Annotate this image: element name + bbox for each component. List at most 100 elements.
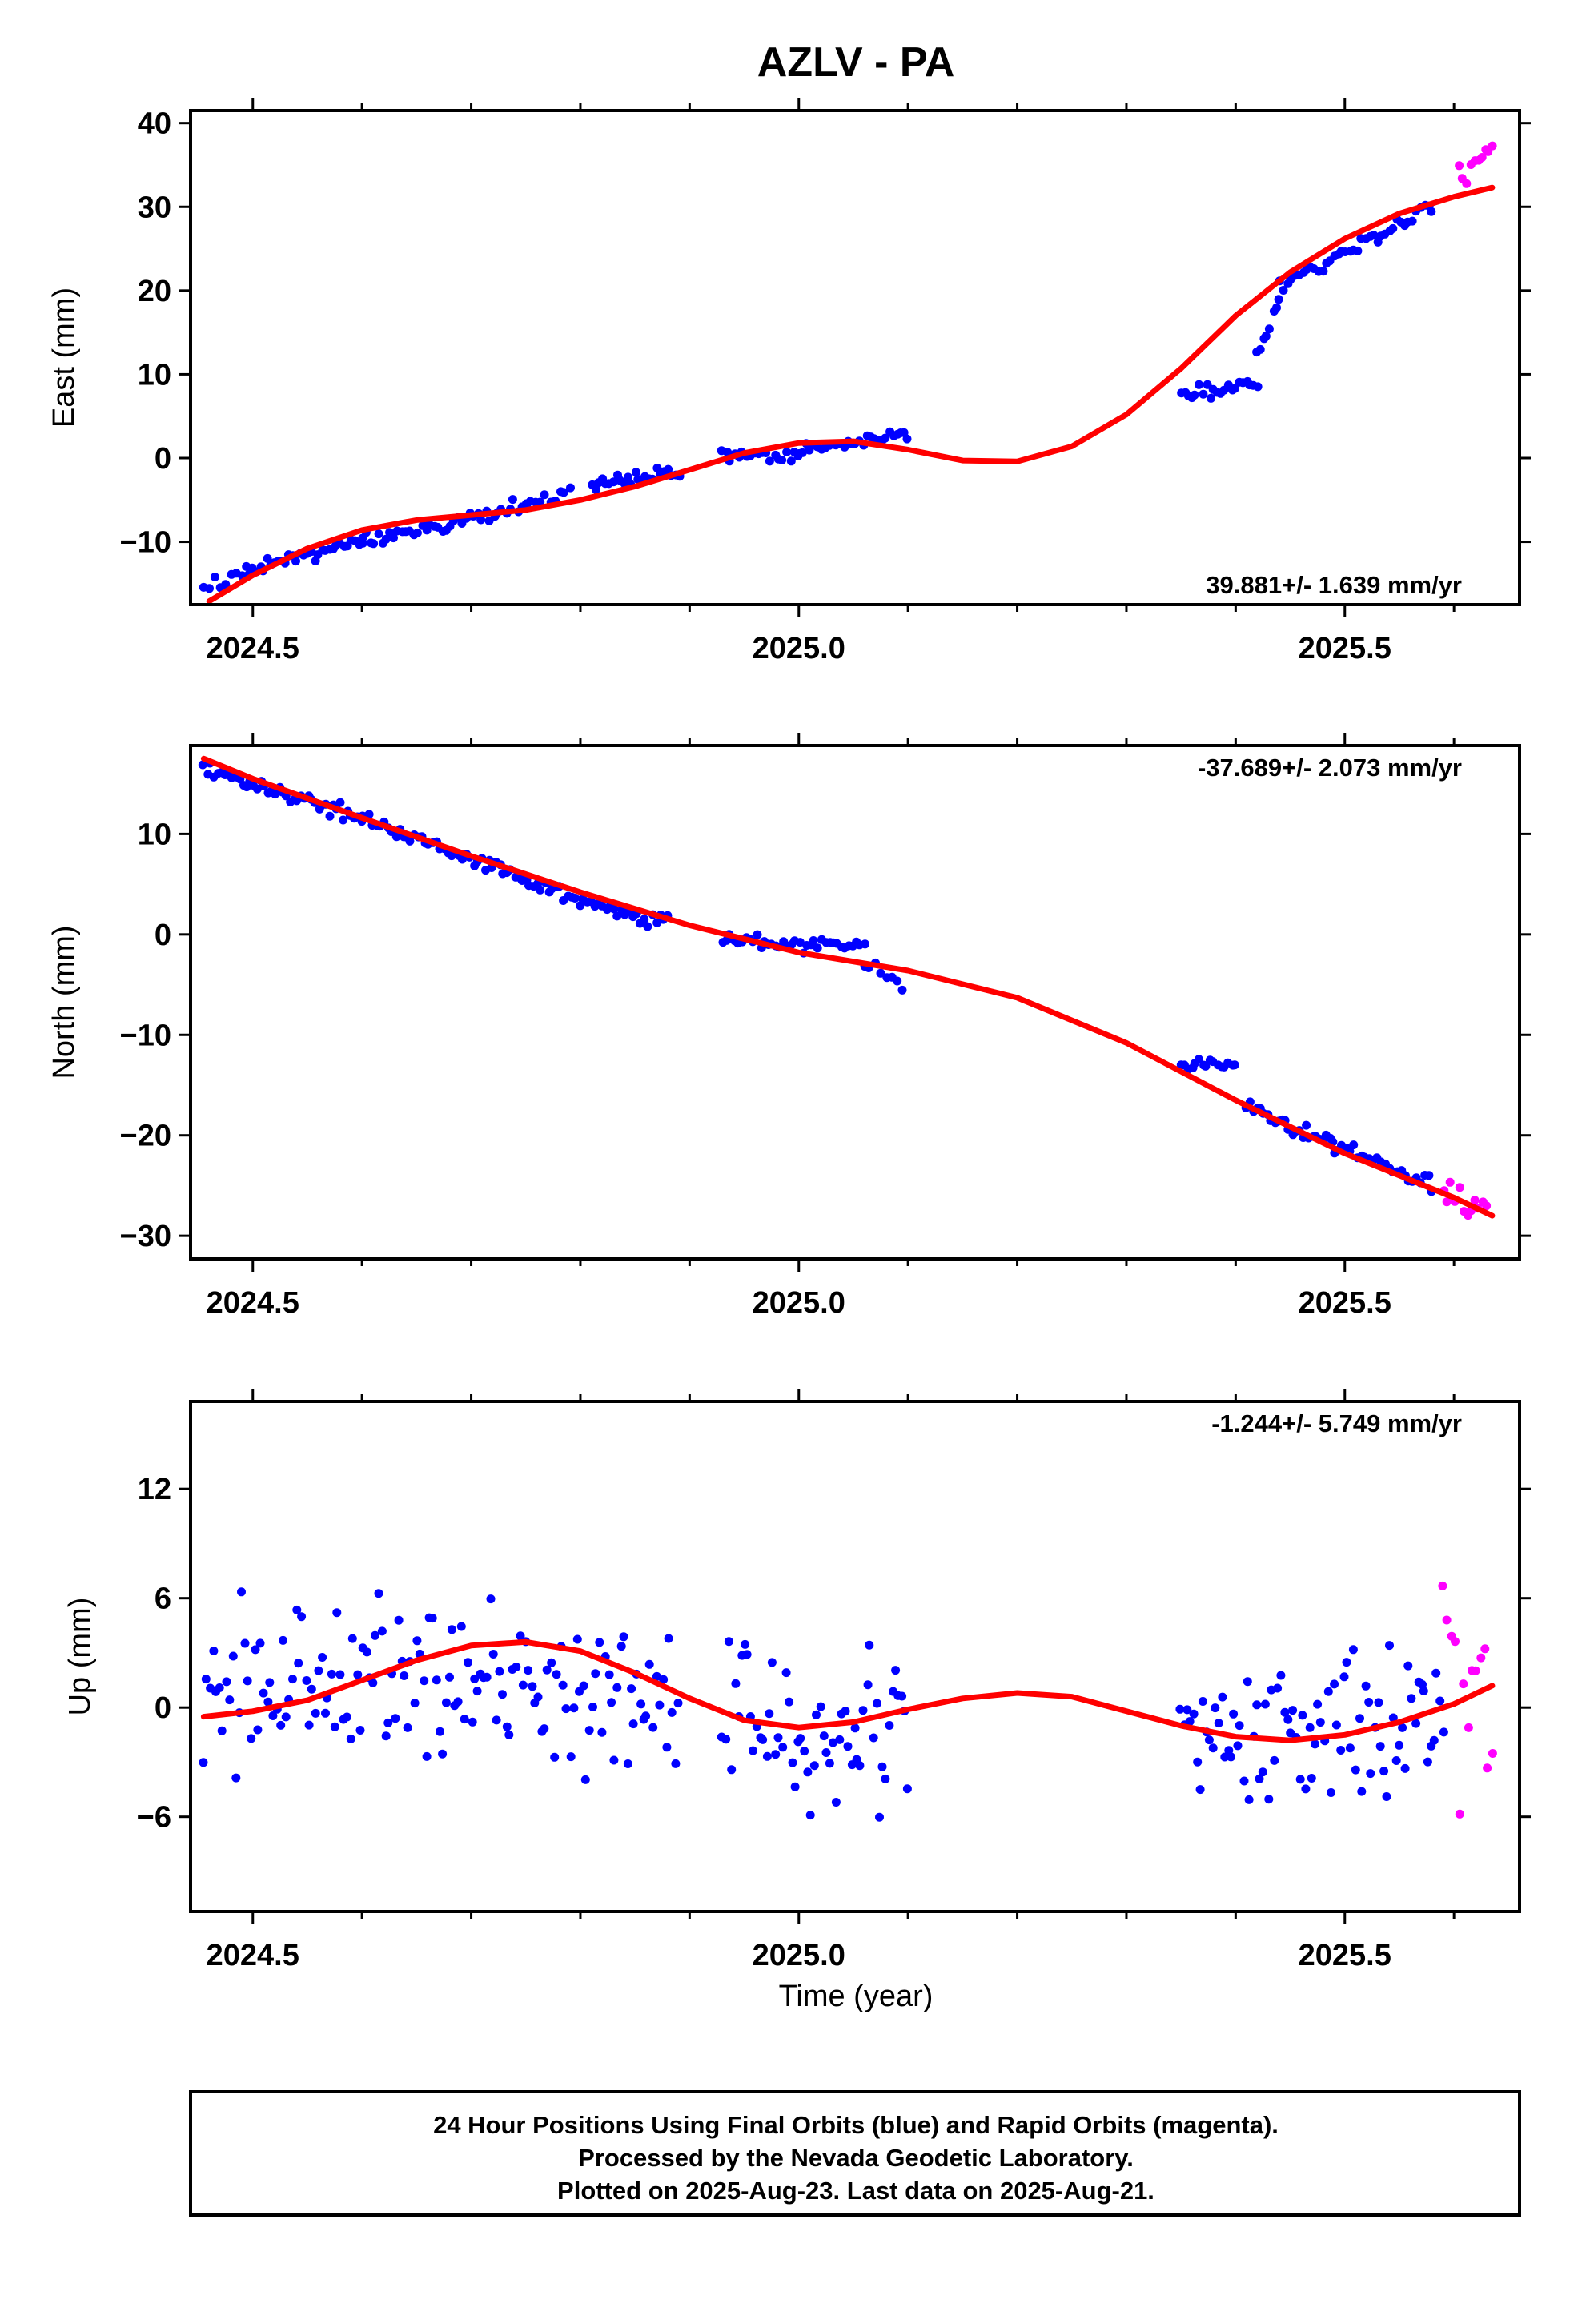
final-point <box>797 448 807 457</box>
final-point <box>259 1688 268 1698</box>
chart-title: AZLV - PA <box>757 39 955 86</box>
y-tick-label: −10 <box>120 1019 171 1052</box>
final-point <box>835 1735 845 1744</box>
final-point <box>1264 324 1274 334</box>
final-point <box>410 1699 420 1708</box>
final-point <box>1353 246 1363 255</box>
final-point <box>803 1767 813 1777</box>
final-point <box>288 1675 297 1684</box>
final-point <box>619 1632 628 1642</box>
final-point <box>566 483 575 493</box>
footer-line-3: Plotted on 2025-Aug-23. Last data on 202… <box>557 2177 1154 2205</box>
x-tick-label: 2025.0 <box>753 1939 845 1972</box>
final-point <box>476 515 486 525</box>
final-point <box>865 1640 874 1650</box>
final-point <box>595 1638 604 1647</box>
final-point <box>540 1724 549 1734</box>
final-point <box>302 1676 311 1685</box>
final-point <box>609 904 619 914</box>
final-point <box>1364 1698 1374 1707</box>
y-tick-label: 40 <box>138 107 171 141</box>
final-point <box>279 1635 287 1645</box>
final-point <box>570 894 580 903</box>
final-point <box>1429 1735 1439 1745</box>
final-point <box>1315 1718 1325 1727</box>
model-fit-line <box>200 755 1496 1219</box>
final-point <box>771 1750 781 1759</box>
final-point <box>597 1727 607 1737</box>
final-point <box>1305 1723 1315 1732</box>
final-point <box>294 1659 303 1668</box>
final-point <box>389 533 398 543</box>
final-point <box>1302 1120 1311 1130</box>
final-point <box>616 1642 626 1651</box>
final-point <box>861 939 869 949</box>
final-point <box>1255 344 1265 354</box>
final-point <box>495 1667 504 1676</box>
final-point <box>1427 207 1436 216</box>
final-point <box>391 1714 400 1723</box>
final-point <box>486 1594 496 1604</box>
final-point <box>1357 1787 1367 1796</box>
final-point <box>318 1653 327 1662</box>
footer-line-1: 24 Hour Positions Using Final Orbits (bl… <box>433 2111 1279 2139</box>
final-point <box>762 1751 772 1761</box>
final-point <box>875 1812 884 1822</box>
footer-line-2: Processed by the Nevada Geodetic Laborat… <box>578 2144 1134 2172</box>
final-point <box>1199 389 1208 399</box>
final-point <box>821 1748 831 1757</box>
final-point <box>1439 1727 1448 1737</box>
north-panel: −30 −20 −10 0 10 2024.5 2025.0 2025.5 North (mm)… <box>47 733 1531 1320</box>
final-point <box>1208 1743 1218 1753</box>
final-point <box>673 1699 683 1708</box>
final-point <box>1391 1756 1401 1765</box>
final-point <box>829 1738 837 1747</box>
final-point <box>636 1699 646 1709</box>
final-point <box>741 1639 750 1649</box>
rapid-point <box>1477 153 1487 162</box>
rapid-point <box>1488 1749 1497 1758</box>
final-point <box>604 1670 614 1679</box>
final-point <box>536 885 545 895</box>
final-point <box>588 1703 597 1711</box>
final-point <box>671 1759 681 1768</box>
final-point <box>502 1722 512 1731</box>
final-point <box>1342 1658 1351 1667</box>
final-point <box>1276 1671 1286 1680</box>
final-point <box>464 1658 472 1667</box>
x-axis-label: Time (year) <box>779 1980 934 2013</box>
final-point <box>831 1798 841 1807</box>
y-tick-label: −10 <box>120 526 171 560</box>
final-point <box>355 1726 365 1735</box>
y-tick-label: −30 <box>120 1220 171 1253</box>
final-point <box>1366 1769 1375 1779</box>
final-point <box>1193 1757 1203 1767</box>
final-point <box>1298 1711 1307 1720</box>
final-point <box>627 1684 636 1694</box>
final-point <box>1339 1672 1349 1682</box>
final-point <box>512 1663 521 1671</box>
y-tick-label: 30 <box>138 191 171 224</box>
final-point <box>782 448 792 456</box>
final-point <box>222 1677 231 1687</box>
final-point <box>612 1683 622 1692</box>
final-point <box>1185 1717 1195 1727</box>
final-point <box>643 922 652 931</box>
final-point <box>805 1811 815 1820</box>
final-point <box>753 930 762 939</box>
final-point <box>432 1675 441 1685</box>
final-point <box>1239 1776 1249 1786</box>
final-point <box>1288 1706 1298 1715</box>
final-point <box>1272 303 1281 312</box>
final-point <box>1351 1765 1360 1775</box>
final-point <box>721 1735 731 1744</box>
final-point <box>377 1626 387 1636</box>
final-point <box>1407 216 1417 226</box>
final-point <box>662 1743 672 1752</box>
final-point <box>1295 1775 1305 1784</box>
final-point <box>591 485 600 494</box>
final-point <box>371 1630 379 1640</box>
y-tick-label: 20 <box>138 275 171 308</box>
rapid-point <box>1445 1177 1455 1187</box>
final-point <box>723 448 733 457</box>
